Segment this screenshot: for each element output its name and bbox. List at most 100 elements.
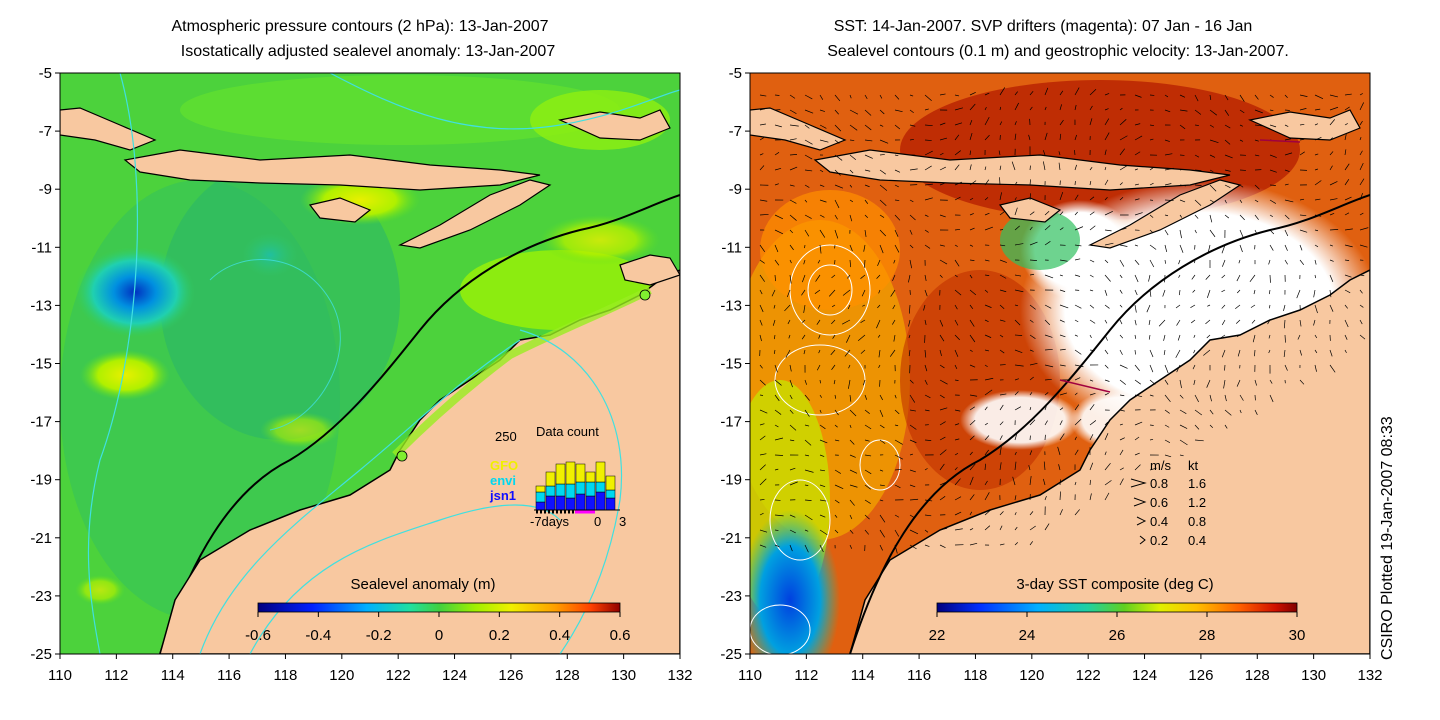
velocity-arrow [1207,304,1211,307]
velocity-arrow [804,469,814,473]
y-tick-label: -17 [30,414,52,431]
velocity-arrow [759,529,768,533]
x-tick-label: 132 [667,667,692,684]
velocity-arrow [864,469,872,475]
velocity-arrow [1134,123,1141,126]
velocity-arrow [909,244,914,249]
left-map-area [60,73,680,654]
velocity-arrow [954,496,962,501]
velocity-arrow [1313,319,1316,326]
velocity-arrow [1314,229,1319,232]
velocity-arrow [774,152,780,156]
velocity-arrow [1284,94,1288,98]
velocity-arrow [1059,289,1066,292]
velocity-arrow [1149,138,1154,141]
velocity-arrow [789,409,794,414]
velocity-arrow [939,496,946,501]
velocity-arrow [1254,199,1259,203]
velocity-arrow [1074,392,1078,396]
velocity-arrow [849,244,853,252]
y-tick-label: -7 [39,123,52,140]
velocity-arrow [1044,378,1052,381]
velocity-arrow [1104,166,1107,171]
velocity-arrow [816,319,821,325]
velocity-arrow [864,124,872,131]
colorbar-tick-label: 22 [929,627,946,644]
velocity-arrow [1359,162,1364,171]
velocity-arrow [1220,334,1226,339]
velocity-arrow [1134,349,1136,355]
velocity-arrow [1224,124,1231,129]
velocity-arrow [939,214,946,218]
velocity-arrow [819,184,825,187]
velocity-arrow [894,154,899,157]
velocity-arrow [1014,304,1019,307]
velocity-arrow [939,259,948,265]
velocity-arrow [803,349,806,355]
island-banda [558,109,671,141]
velocity-arrow [1194,124,1199,126]
velocity-arrow [1359,212,1364,216]
velocity-arrow [1209,214,1213,223]
velocity-arrow [1119,379,1126,385]
velocity-key-header-ms: m/s [1150,458,1171,473]
sst-cool-sw [750,510,840,654]
velocity-arrow [1190,319,1196,324]
velocity-arrow [1176,364,1181,373]
velocity-arrow [924,319,927,326]
velocity-arrow [939,244,945,247]
velocity-arrow [999,511,1004,516]
velocity-arrow [984,463,986,471]
colorbar-tick-label: 0.6 [610,627,631,644]
velocity-arrow [759,199,768,202]
velocity-arrow [1359,244,1368,248]
velocity-arrow [1329,137,1333,141]
x-tick-label: 110 [48,667,72,684]
velocity-arrow [849,499,855,506]
velocity-arrow [804,529,809,532]
data-count-bar [555,495,566,511]
velocity-arrow [1074,104,1077,111]
velocity-arrow [1119,449,1124,456]
data-count-bar [565,461,576,485]
velocity-arrow [864,154,873,159]
velocity-arrow [1178,259,1181,265]
velocity-arrow [828,289,836,297]
velocity-arrow [1059,90,1064,96]
velocity-arrow [908,349,911,357]
velocity-arrow [1359,274,1365,277]
velocity-arrow [1164,183,1172,186]
velocity-arrow [1014,378,1019,381]
velocity-arrow [1268,304,1271,309]
velocity-arrow [1205,319,1211,325]
velocity-arrow [1268,289,1271,295]
velocity-arrow [1029,419,1036,426]
velocity-arrow [894,424,899,427]
velocity-arrow [789,244,794,251]
velocity-arrow [849,484,858,488]
velocity-arrow [1329,106,1339,111]
velocity-arrow [759,274,765,282]
velocity-arrow [774,379,782,386]
velocity-arrow [1221,319,1226,326]
velocity-arrow [1059,104,1062,111]
x-tick-label: 130 [611,667,636,684]
velocity-arrow [1044,334,1053,338]
velocity-arrow [1074,418,1082,426]
velocity-arrow [801,289,806,296]
velocity-arrow [1149,259,1155,268]
velocity-arrow [1314,180,1322,186]
velocity-arrow [1059,348,1066,351]
velocity-arrow [1253,289,1256,295]
velocity-arrow [1089,225,1096,231]
velocity-arrow [771,289,776,297]
velocity-arrow [924,499,933,502]
velocity-arrow [819,439,828,444]
velocity-arrow [984,334,992,338]
velocity-arrow [1044,274,1054,279]
velocity-arrow [969,494,975,501]
velocity-arrow [1209,409,1214,415]
velocity-arrow [759,512,764,516]
velocity-arrow [1314,108,1321,111]
velocity-arrow [1284,214,1290,220]
